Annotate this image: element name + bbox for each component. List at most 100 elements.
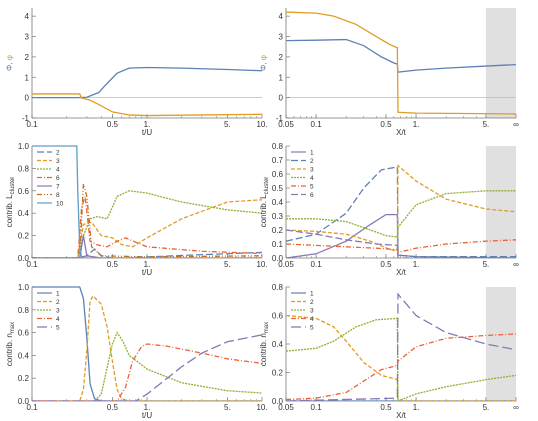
x-axis-label: X/t [396, 128, 407, 137]
y-tick-label: 4 [25, 12, 30, 21]
legend-label: 5 [310, 325, 314, 332]
y-tick-label: 0 [25, 94, 30, 103]
series-line-2 [286, 166, 516, 258]
series-line-2 [32, 93, 262, 117]
series-line-7 [32, 235, 262, 258]
series-line-4 [32, 190, 262, 258]
series-line-6 [286, 229, 516, 258]
x-axis-label: X/t [396, 411, 407, 420]
shaded-asymptotic-region [485, 287, 516, 401]
x-tick-label: 10. [256, 260, 267, 269]
x-tick-label: 5. [483, 260, 490, 269]
x-axis-label: t/U [142, 411, 152, 420]
series-line-2 [32, 295, 262, 401]
series-line-5 [286, 292, 516, 401]
ylabel-main: contrib. L [5, 194, 14, 227]
y-axis-label: contrib. nmax [259, 322, 270, 366]
y-tick-label: 2 [279, 53, 284, 62]
y-tick-label: 0.6 [272, 170, 284, 179]
y-tick-label: 0.7 [272, 156, 284, 165]
y-tick-label: 0.8 [272, 283, 284, 292]
series-line-1 [32, 286, 262, 401]
shaded-asymptotic-region [485, 8, 516, 118]
y-tick-label: 0.6 [272, 312, 284, 321]
legend-label: 1 [310, 291, 314, 298]
y-tick-label: -1 [22, 114, 30, 123]
legend-label: 3 [310, 167, 314, 174]
ylabel-part: φ [259, 55, 268, 60]
y-tick-label: 0 [279, 94, 284, 103]
y-tick-label: 3 [25, 33, 30, 42]
x-axis-label: t/U [142, 268, 152, 277]
legend-label: 1 [56, 291, 60, 298]
ylabel-subscript: cluster [264, 177, 270, 195]
y-tick-label: 0.6 [18, 187, 30, 196]
legend-label: 4 [310, 175, 314, 182]
legend-label: 8 [56, 192, 60, 199]
x-tick-label: 1. [144, 120, 151, 129]
y-tick-label: 0.5 [272, 184, 284, 193]
legend-label: 3 [56, 308, 60, 315]
y-tick-label: 0.2 [18, 232, 30, 241]
series-line-3 [286, 164, 516, 252]
x-tick-label: 0.5 [380, 403, 392, 412]
legend-label: 1 [310, 150, 314, 157]
series-line-2 [32, 248, 262, 258]
y-tick-label: -1 [276, 114, 284, 123]
chart-panel-A: 0.1 0.5 1. 5. 10. -1 0 1 2 3 4 t/U Φ, φ [5, 8, 268, 137]
x-tick-label: 0.5 [380, 120, 392, 129]
legend-label: 4 [56, 316, 60, 323]
y-tick-label: 1.0 [18, 142, 30, 151]
x-tick-label: 10. [256, 120, 267, 129]
y-tick-label: 0.8 [272, 142, 284, 151]
x-tick-label: 0.05 [278, 403, 294, 412]
chart-panel-E: 0.1 0.5 1. 5. 10. 0.0 0.2 0.4 0.6 0.8 1.0 t/U contri… [5, 283, 268, 420]
y-axis-label: contrib. nmax [5, 322, 16, 366]
ylabel-part: Φ, [259, 60, 268, 71]
legend: 12 34 5 [37, 291, 60, 332]
series-line-3 [32, 199, 262, 258]
y-tick-label: 0.0 [272, 254, 284, 263]
x-tick-label: 0.1 [26, 260, 38, 269]
x-tick-label: 0.05 [278, 120, 294, 129]
x-tick-label: ∞ [513, 403, 519, 412]
ylabel-part: Φ, [5, 60, 14, 71]
y-tick-label: 3 [279, 33, 284, 42]
y-tick-label: 0.1 [272, 240, 284, 249]
y-tick-label: 1.0 [18, 283, 30, 292]
y-tick-label: 1 [25, 73, 30, 82]
legend-label: 6 [56, 175, 60, 182]
series-line-5 [286, 239, 516, 254]
y-tick-label: 0.8 [18, 306, 30, 315]
x-tick-label: 0.1 [311, 260, 323, 269]
x-tick-label: 0.1 [26, 120, 38, 129]
series-line-3 [32, 331, 262, 401]
series-line-10 [32, 145, 262, 258]
x-tick-label: 0.5 [107, 120, 119, 129]
legend: 23 46 78 10 [37, 150, 64, 208]
x-tick-label: 10. [256, 403, 267, 412]
ylabel-part: φ [5, 55, 14, 60]
x-tick-label: 5. [224, 403, 231, 412]
ylabel-subscript: max [264, 322, 270, 333]
x-axis-label: X/t [396, 268, 407, 277]
x-tick-label: 0.1 [26, 403, 38, 412]
legend: 12 34 5 [291, 291, 314, 332]
ylabel-subscript: cluster [10, 177, 16, 195]
series-line-8 [32, 183, 262, 258]
chart-panel-C: 0.1 0.5 1. 5. 10. 0.0 0.2 0.4 0.6 0.8 1.0 t/U contri… [5, 142, 268, 277]
ylabel-main: contrib. L [259, 194, 268, 227]
x-tick-label: 1. [144, 403, 151, 412]
y-axis-label: Φ, φ [259, 55, 268, 71]
legend: 12 34 56 [291, 150, 314, 199]
legend-label: 2 [56, 299, 60, 306]
y-axis-label: Φ, φ [5, 55, 14, 71]
y-tick-label: 0.8 [18, 164, 30, 173]
legend-label: 4 [56, 167, 60, 174]
y-axis-label: contrib. Lcluster [259, 177, 270, 228]
ylabel-subscript: max [10, 322, 16, 333]
chart-panel-D: 0.05 0.1 0.5 1. 5. ∞ 0.0 0.1 0.2 0.3 0.4 0.5 0.6 0.7 0… [259, 142, 519, 277]
x-tick-label: 1. [413, 403, 420, 412]
series-line-3 [286, 317, 516, 401]
legend-label: 2 [310, 158, 314, 165]
